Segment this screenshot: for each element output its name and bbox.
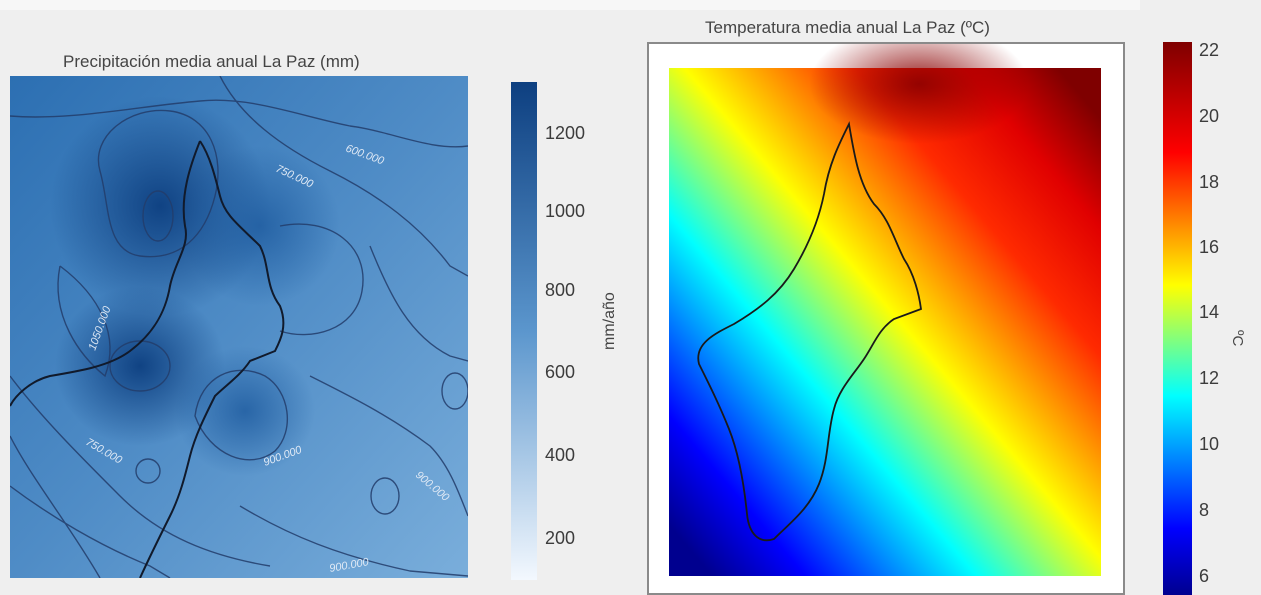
precip-colorbar-tick: 600 (545, 362, 576, 382)
temp-colorbar-tick: 14 (1199, 302, 1220, 322)
precip-high-zone (175, 346, 315, 476)
precip-contour-lines (10, 76, 468, 578)
temp-colorbar-tick: 20 (1199, 106, 1220, 126)
precip-colorbar-label: mm/año (601, 292, 618, 350)
precip-colorbar-tick: 400 (545, 445, 576, 465)
precip-map: 600.000 750.000 1050.000 750.000 900.000… (10, 76, 468, 578)
temp-map-raster (669, 68, 1101, 576)
temp-region-boundary (697, 121, 922, 542)
temp-colorbar (1163, 42, 1192, 595)
temp-map-title: Temperatura media anual La Paz (ºC) (705, 18, 990, 37)
precip-region-boundary-west (10, 140, 201, 407)
temp-colorbar-tick: 16 (1199, 237, 1220, 257)
temp-colorbar-label: ºC (1229, 330, 1246, 347)
precip-colorbar (511, 82, 537, 580)
precip-region-boundary (139, 140, 285, 578)
temp-colorbar-tick: 8 (1199, 500, 1210, 520)
temp-colorbar-tick: 12 (1199, 368, 1220, 388)
precip-colorbar-tick: 1000 (545, 201, 586, 221)
temp-colorbar-tick: 6 (1199, 566, 1210, 586)
temp-hot-zone (809, 44, 1029, 144)
precip-map-title: Precipitación media anual La Paz (mm) (63, 52, 360, 71)
top-caption-strip (0, 0, 1140, 10)
temp-colorbar-tick: 22 (1199, 40, 1220, 60)
temp-colorbar-tick: 18 (1199, 172, 1220, 192)
temp-map-frame (647, 42, 1125, 595)
precip-colorbar-tick: 1200 (545, 123, 586, 143)
precip-colorbar-tick: 800 (545, 280, 576, 300)
precip-colorbar-tick: 200 (545, 528, 576, 548)
precip-high-zone (180, 146, 340, 306)
temp-colorbar-tick: 10 (1199, 434, 1220, 454)
